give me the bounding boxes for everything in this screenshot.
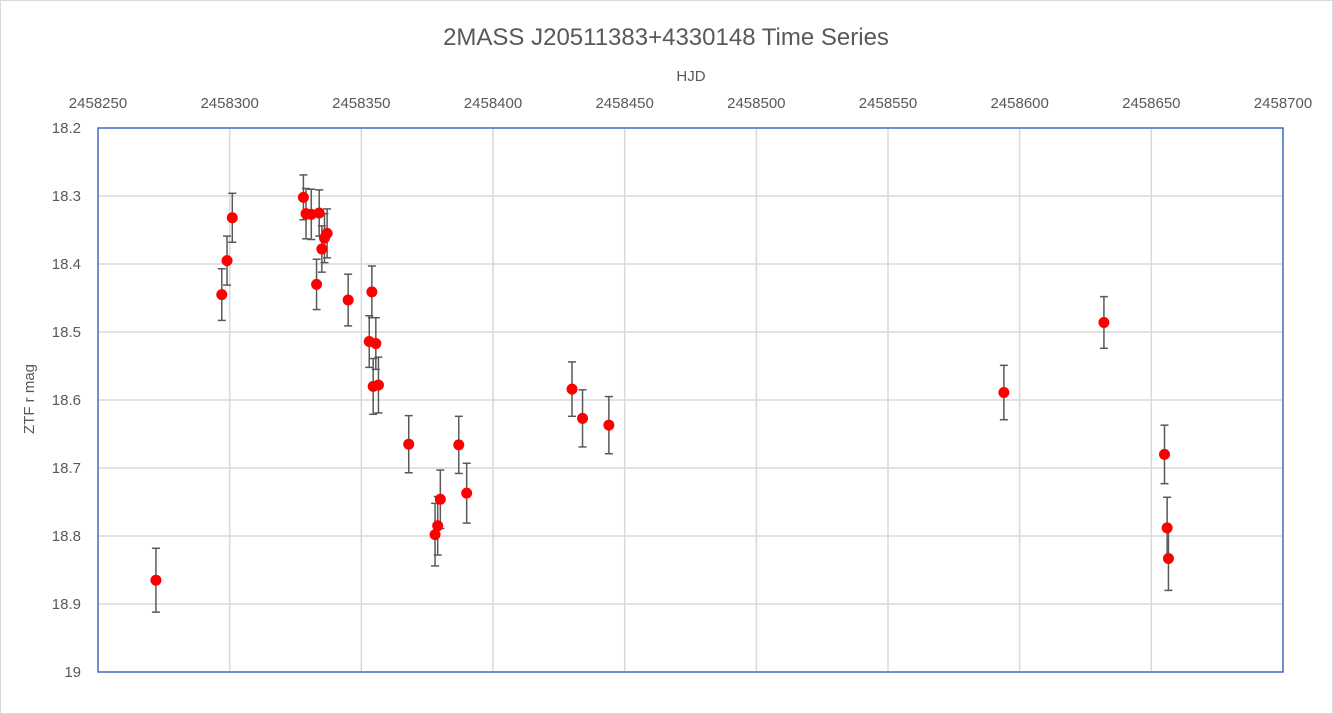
y-tick-label: 18.3 (52, 188, 81, 205)
data-point (313, 207, 325, 219)
data-point (998, 387, 1010, 399)
x-tick-label: 2458350 (332, 95, 390, 112)
data-point (1159, 448, 1170, 460)
data-point (316, 243, 328, 255)
data-point (216, 289, 228, 301)
x-tick-label: 2458700 (1254, 95, 1312, 112)
data-point (566, 383, 578, 395)
plot-area-border (97, 127, 1284, 673)
data-point (403, 438, 415, 450)
data-point (221, 255, 233, 267)
data-point (603, 419, 615, 431)
x-tick-label: 2458550 (859, 95, 917, 112)
data-points (150, 191, 1174, 586)
x-axis-title: HJD (676, 68, 705, 85)
x-tick-label: 2458600 (990, 95, 1048, 112)
y-tick-label: 19 (64, 664, 81, 681)
y-tick-label: 18.8 (52, 528, 81, 545)
x-tick-label: 2458400 (464, 95, 522, 112)
data-point (434, 493, 446, 505)
x-tick-label: 2458450 (595, 95, 653, 112)
data-point (297, 191, 309, 203)
data-point (226, 212, 238, 224)
data-point (1162, 552, 1174, 564)
data-point (429, 529, 441, 541)
data-point (432, 520, 444, 532)
data-point (372, 379, 384, 391)
data-point (461, 487, 473, 499)
x-tick-label: 2458300 (200, 95, 258, 112)
data-point (453, 439, 465, 451)
data-point (366, 286, 378, 298)
data-point (150, 574, 162, 586)
y-tick-label: 18.9 (52, 596, 81, 613)
gridlines (97, 127, 1284, 673)
y-tick-label: 18.7 (52, 460, 81, 477)
x-tick-labels: 2458250 2458300 2458350 2458400 2458450 24585… (69, 95, 1312, 112)
y-tick-labels: 18.2 18.3 18.4 18.5 18.6 18.7 18.8 18.9 19 (52, 120, 81, 681)
y-tick-label: 18.4 (52, 256, 81, 273)
chart-title: 2MASS J20511383+4330148 Time Series (443, 24, 889, 51)
y-axis-title: ZTF r mag (21, 364, 38, 434)
x-tick-label: 2458650 (1122, 95, 1180, 112)
data-point (311, 278, 323, 290)
y-tick-label: 18.5 (52, 324, 81, 341)
y-tick-label: 18.2 (52, 120, 81, 137)
data-point (1098, 316, 1110, 328)
data-point (342, 294, 354, 306)
y-tick-label: 18.6 (52, 392, 81, 409)
data-point (1161, 522, 1173, 534)
data-point (321, 227, 333, 239)
x-tick-label: 2458250 (69, 95, 127, 112)
x-tick-label: 2458500 (727, 95, 785, 112)
data-point (577, 412, 589, 424)
data-point (370, 338, 382, 350)
